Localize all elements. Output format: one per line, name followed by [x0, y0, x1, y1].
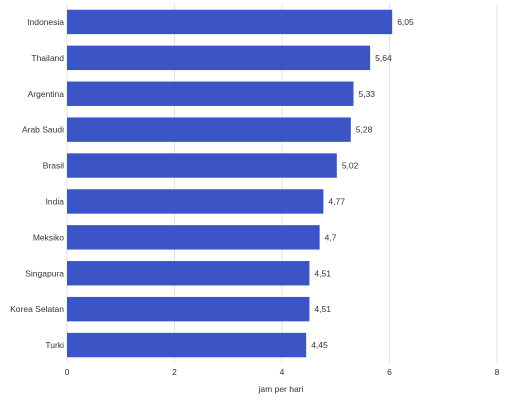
value-label: 4,77	[328, 196, 345, 206]
value-label: 4,45	[311, 340, 328, 350]
category-label: India	[46, 196, 65, 206]
x-tick-label: 4	[280, 367, 285, 377]
category-label: Indonesia	[27, 17, 64, 27]
value-labels: 6,05 5,64 5,33 5,28 5,02 4,77 4,7 4,51 4,51 4,45	[311, 17, 414, 350]
value-label: 6,05	[397, 17, 414, 27]
category-label: Arab Saudi	[22, 125, 64, 135]
value-label: 5,02	[342, 161, 359, 171]
category-label: Singapura	[25, 268, 64, 278]
value-label: 4,51	[314, 304, 331, 314]
bar	[67, 332, 307, 358]
value-label: 5,33	[358, 89, 375, 99]
x-axis-title: jam per hari	[258, 384, 304, 394]
category-label: Meksiko	[33, 232, 64, 242]
bar	[67, 153, 337, 178]
x-tick-labels: 0 2 4 6 8	[65, 367, 500, 377]
category-label: Korea Selatan	[10, 304, 64, 314]
category-label: Thailand	[31, 53, 64, 63]
category-labels: Indonesia Thailand Argentina Arab Saudi Bras…	[10, 17, 64, 350]
category-label: Argentina	[28, 89, 65, 99]
bar	[67, 189, 324, 214]
bar	[67, 296, 310, 322]
x-tick-label: 6	[387, 367, 392, 377]
x-tick-label: 8	[495, 367, 500, 377]
category-label: Turki	[45, 340, 64, 350]
bar	[67, 9, 393, 35]
value-label: 5,64	[375, 53, 392, 63]
value-label: 4,7	[325, 232, 337, 242]
category-label: Brasil	[43, 161, 64, 171]
value-label: 4,51	[314, 268, 331, 278]
bar	[67, 117, 351, 142]
bar	[67, 45, 371, 71]
x-tick-label: 0	[65, 367, 70, 377]
bar	[67, 261, 310, 286]
value-label: 5,28	[356, 125, 373, 135]
x-tick-label: 2	[172, 367, 177, 377]
bar	[67, 81, 354, 106]
bars	[67, 9, 393, 358]
bar	[67, 225, 320, 250]
